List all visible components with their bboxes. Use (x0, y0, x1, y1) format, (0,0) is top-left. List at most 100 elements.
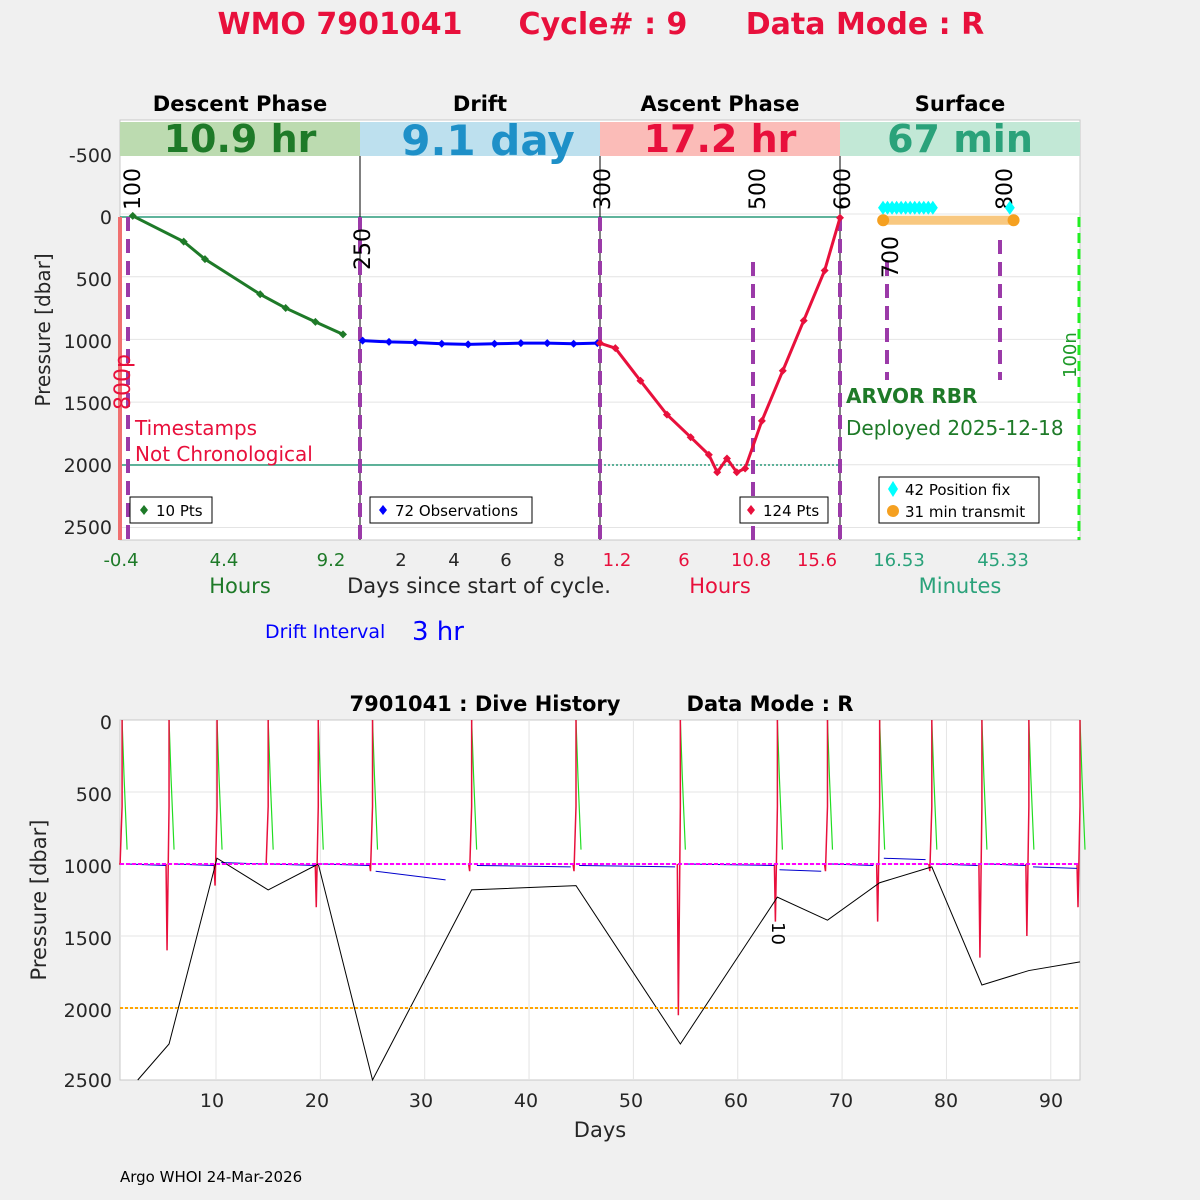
drift-trace (883, 857, 926, 861)
ascent-point (704, 450, 713, 459)
phase-title-descent: Descent Phase (153, 92, 327, 116)
band-ascent (600, 122, 840, 156)
xlabel-drift: Days since start of cycle. (347, 574, 611, 598)
dive-history-lines (120, 857, 1081, 1082)
duration-descent: 10.9 hr (164, 117, 317, 161)
bottom-yticks: 0 500 1000 1500 2000 2500 (64, 712, 112, 1092)
legend-drift: 72 Observations (369, 496, 533, 524)
ascent-spike (467, 720, 473, 872)
xlabel-descent: Hours (209, 574, 271, 598)
header-cycle: Cycle# : 9 (519, 7, 688, 42)
bottom-ytick: 2000 (64, 1000, 112, 1022)
bottom-ytick: 500 (76, 784, 112, 806)
ascent-point (820, 266, 829, 275)
marker-label-600: 600 (831, 168, 856, 210)
descent-point (256, 290, 265, 299)
bottom-title: 7901041 : Dive History (350, 692, 621, 716)
ascent-point (741, 464, 750, 473)
ascent-point (596, 339, 604, 348)
descent-point (200, 255, 209, 264)
ascent-spike (676, 720, 682, 1016)
top-ylabel: Pressure [dbar] (31, 253, 55, 406)
marker-label-250: 250 (351, 228, 376, 270)
descent-point (179, 237, 188, 246)
drift-xticks: 2 4 6 8 (395, 550, 564, 571)
drift-xtick: 2 (395, 550, 406, 571)
surface-xtick: 16.53 (873, 550, 925, 571)
ascent-spike (978, 720, 983, 958)
drift-point (490, 339, 499, 348)
legend-drift-label: 72 Observations (395, 502, 518, 520)
float-type: ARVOR RBR (846, 384, 977, 408)
transmit-point (1007, 214, 1020, 227)
ascent-point (611, 344, 620, 353)
legend-ascent-label: 124 Pts (763, 502, 819, 520)
drift-point (411, 338, 420, 347)
ascent-spike (119, 720, 123, 865)
bottom-ylabel: Pressure [dbar] (27, 820, 51, 981)
top-ytick: 500 (76, 269, 112, 291)
top-ytick: 1500 (64, 393, 112, 415)
bottom-xtick: 30 (409, 1090, 433, 1112)
bottom-xtick: 80 (934, 1090, 958, 1112)
bottom-xtick: 40 (514, 1090, 538, 1112)
drift-point (358, 336, 367, 345)
drift-trace (988, 863, 1026, 866)
marker-label-500: 500 (746, 168, 771, 210)
cycle-label: 10 (767, 922, 788, 945)
duration-ascent: 17.2 hr (644, 117, 797, 161)
descent-xtick: 4.4 (210, 550, 239, 571)
ascent-point (713, 468, 722, 477)
legend-descent-marker (140, 505, 148, 515)
timestamps-note-1: Timestamps (134, 416, 257, 440)
drift-series (358, 336, 602, 349)
band-drift (360, 122, 600, 156)
bottom-xtick: 50 (619, 1090, 643, 1112)
drift-line (362, 339, 598, 346)
top-ytick: -500 (69, 145, 112, 167)
ascent-point (636, 376, 645, 385)
legend-descent-label: 10 Pts (156, 502, 203, 520)
legend-ascent: 124 Pts (739, 496, 829, 524)
descent-xtick: 9.2 (317, 550, 346, 571)
phase-title-drift: Drift (453, 92, 507, 116)
phase-bands: 10.9 hr 9.1 day 17.2 hr 67 min (120, 116, 1080, 165)
xlabel-surface: Minutes (919, 574, 1002, 598)
marker-lines (126, 217, 1002, 540)
surface-xtick: 45.33 (977, 550, 1029, 571)
ascent-point (778, 366, 787, 375)
bottom-xlabel: Days (574, 1118, 626, 1142)
phase-title-surface: Surface (915, 92, 1005, 116)
ascent-xticks: 1.2 6 10.8 15.6 (603, 550, 837, 571)
legend-ascent-marker (747, 505, 755, 515)
timestamps-note-2: Not Chronological (135, 442, 313, 466)
header-wmo: WMO 7901041 (217, 7, 462, 42)
bottom-xticks: 10 20 30 40 50 60 70 80 90 (200, 1090, 1063, 1112)
bottom-xtick: 90 (1039, 1090, 1063, 1112)
band-surface (840, 122, 1080, 156)
marker-label-800: 800 (993, 168, 1018, 210)
ascent-xtick: 15.6 (797, 550, 837, 571)
ascent-spike (1025, 720, 1030, 937)
position-fix-point (1004, 200, 1015, 215)
ascent-xtick: 1.2 (603, 550, 632, 571)
descent-series (128, 211, 348, 339)
drift-xtick: 8 (553, 550, 564, 571)
label-800p: 800p (111, 354, 136, 410)
ascent-point (732, 468, 741, 477)
ascent-spike (572, 720, 577, 872)
bottom-ytick: 1500 (64, 928, 112, 950)
bottom-ytick: 1000 (64, 856, 112, 878)
surface-xticks: 16.53 45.33 (873, 550, 1029, 571)
label-100n: 100n (1060, 332, 1081, 378)
top-ytick: 1000 (64, 331, 112, 353)
bottom-xtick: 10 (200, 1090, 224, 1112)
ascent-point (836, 213, 844, 222)
deployed-date: Deployed 2025-12-18 (846, 416, 1064, 440)
bottom-ytick: 0 (100, 712, 112, 734)
ascent-spike (1076, 720, 1081, 908)
legend-surface: 42 Position fix 31 min transmit (878, 476, 1040, 524)
drift-trace (779, 869, 822, 872)
ascent-xtick: 10.8 (731, 550, 771, 571)
